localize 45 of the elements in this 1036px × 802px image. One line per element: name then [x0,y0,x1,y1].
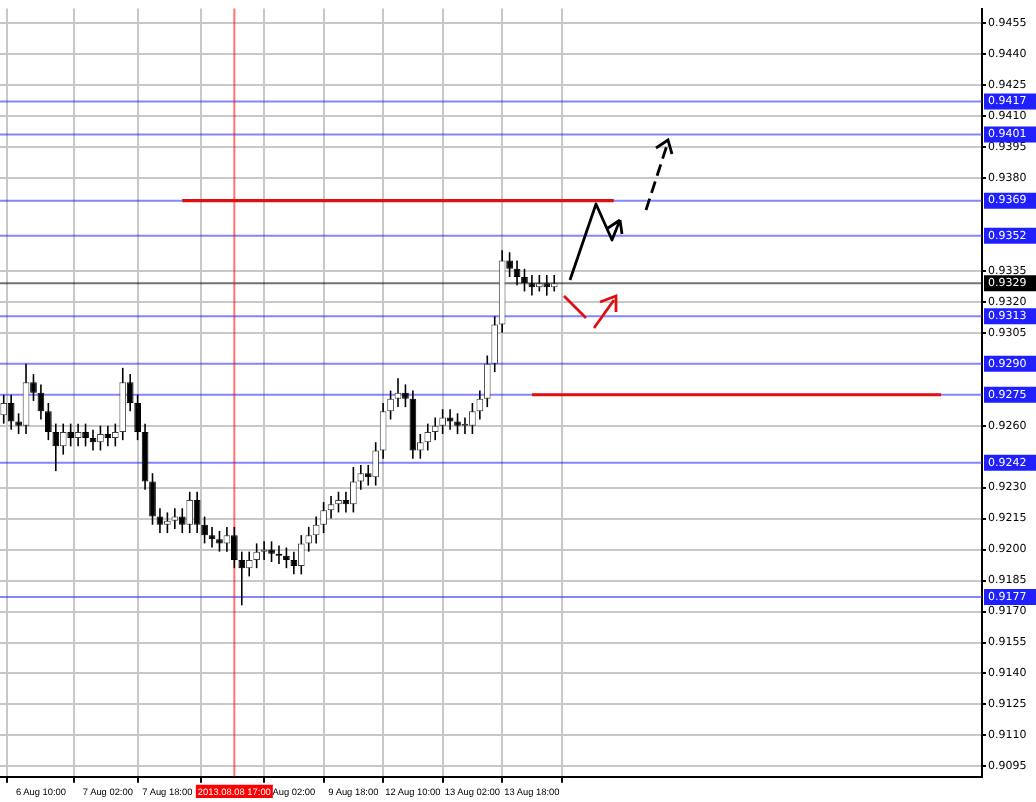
candlestick [335,490,342,514]
candlestick [149,472,156,526]
candlestick [402,383,409,408]
candlestick [45,402,52,441]
candlestick [312,515,320,545]
candlestick [7,393,15,431]
candlestick [15,412,22,435]
candlestick [550,274,558,293]
candlestick [216,530,223,553]
candlestick [59,422,67,456]
candlestick [186,490,194,534]
candlestick [446,408,454,431]
candlestick [201,515,208,545]
candlestick [164,511,171,534]
candlestick [283,546,290,569]
candlestick [521,267,528,293]
candlestick [268,540,275,563]
candlestick [245,550,253,578]
candlestick [82,422,89,448]
candlestick [0,393,8,425]
candlestick [424,422,432,452]
candlestick [171,507,179,530]
candlestick [543,274,551,297]
candlestick [52,422,60,472]
candlestick [357,464,365,491]
candlestick [126,373,134,413]
candlestick [253,542,261,569]
candlestick [350,466,357,514]
candlestick [439,408,446,435]
candlestick [297,534,305,576]
candlestick [388,389,393,421]
candlestick [454,412,461,435]
candlestick [230,526,238,569]
candlestick [119,367,127,441]
candlestick [364,464,372,487]
candlestick [320,501,327,534]
candlestick [506,251,513,278]
candlestick [111,422,119,448]
candlestick [97,424,104,452]
candlestick [469,402,476,435]
candlestick [67,422,75,448]
candlestick [178,507,186,534]
candlestick [30,373,37,402]
candlestick [134,393,141,441]
candlestick [238,550,246,607]
